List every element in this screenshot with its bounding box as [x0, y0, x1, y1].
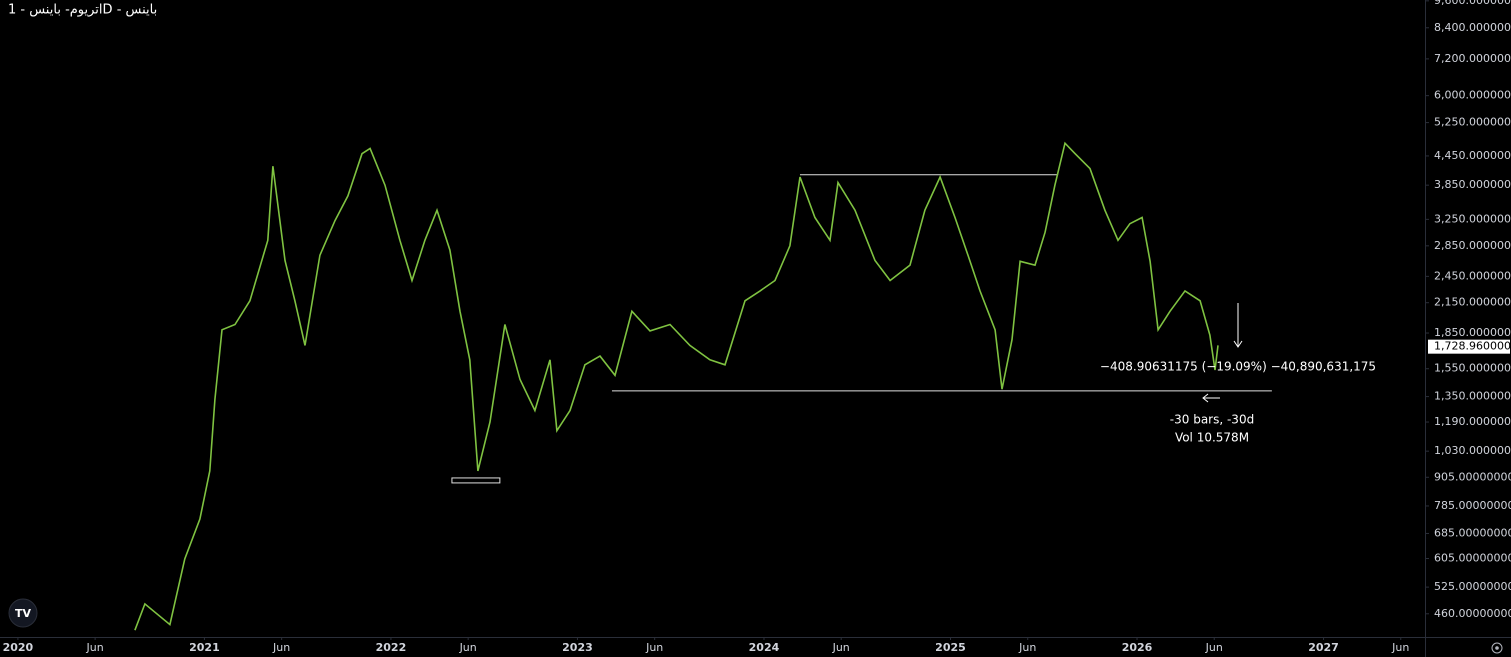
range-box: [451, 477, 501, 484]
chart-title: اتریوم- باینس - 1D - باینس: [8, 3, 157, 18]
y-tick-label: 3,850.00000000: [1434, 178, 1511, 191]
x-tick-label: Jun: [86, 641, 104, 654]
x-tick-label: Jun: [1205, 641, 1223, 654]
measure-arrow-head: [1202, 393, 1209, 403]
y-tick-label: 1,190.00000000: [1434, 415, 1511, 428]
y-tick-label: 2,850.00000000: [1434, 239, 1511, 252]
x-tick-label: Jun: [272, 641, 290, 654]
y-tick-label: 5,250.00000000: [1434, 116, 1511, 129]
x-tick-label: 2025: [935, 641, 966, 654]
x-tick-label: 2023: [562, 641, 593, 654]
y-tick-label: 3,250.00000000: [1434, 212, 1511, 225]
x-tick-label: 2027: [1308, 641, 1339, 654]
y-tick-label: 2,150.00000000: [1434, 296, 1511, 309]
measure-annotation: -30 bars, -30d: [1170, 413, 1254, 427]
x-tick-label: Jun: [1391, 641, 1409, 654]
y-tick-label: 525.00000000: [1434, 580, 1511, 593]
settings-icon[interactable]: [1491, 642, 1503, 654]
x-tick-label: Jun: [832, 641, 850, 654]
x-tick-label: Jun: [645, 641, 663, 654]
y-tick-label: 7,200.00000000: [1434, 52, 1511, 65]
x-tick-label: 2021: [189, 641, 220, 654]
measure-annotation: Vol 10.578M: [1175, 431, 1249, 445]
price-line: [134, 141, 1219, 631]
measure-arrow-head: [1233, 340, 1243, 348]
y-tick-label: 1,850.00000000: [1434, 326, 1511, 339]
x-tick-label: 2022: [376, 641, 407, 654]
y-tick-label: 4,450.00000000: [1434, 149, 1511, 162]
measure-annotation: −408.90631175 (−19.09%) −40,890,631,175: [1100, 360, 1376, 374]
x-tick-label: Jun: [459, 641, 477, 654]
y-tick-label: 460.00000000: [1434, 607, 1511, 620]
y-tick-label: 2,450.00000000: [1434, 269, 1511, 282]
last-price-badge: [1428, 339, 1510, 354]
y-tick-label: 685.00000000: [1434, 526, 1511, 539]
x-tick-label: Jun: [1018, 641, 1036, 654]
y-tick-label: 1,030.00000000: [1434, 444, 1511, 457]
y-tick-label: 9,600.00000000: [1434, 0, 1511, 7]
tv-logo[interactable]: TV: [8, 598, 38, 628]
last-price-label: 1,728.96000000: [1434, 340, 1511, 353]
y-tick-label: 605.00000000: [1434, 552, 1511, 565]
y-tick-label: 1,550.00000000: [1434, 362, 1511, 375]
y-tick-label: 905.00000000: [1434, 470, 1511, 483]
y-tick-label: 8,400.00000000: [1434, 21, 1511, 34]
x-tick-label: 2024: [749, 641, 780, 654]
x-tick-label: 2026: [1122, 641, 1153, 654]
x-tick-label: 2020: [3, 641, 34, 654]
svg-text:TV: TV: [15, 607, 32, 620]
y-tick-label: 6,000.00000000: [1434, 89, 1511, 102]
y-tick-label: 785.00000000: [1434, 499, 1511, 512]
y-tick-label: 1,350.00000000: [1434, 390, 1511, 403]
